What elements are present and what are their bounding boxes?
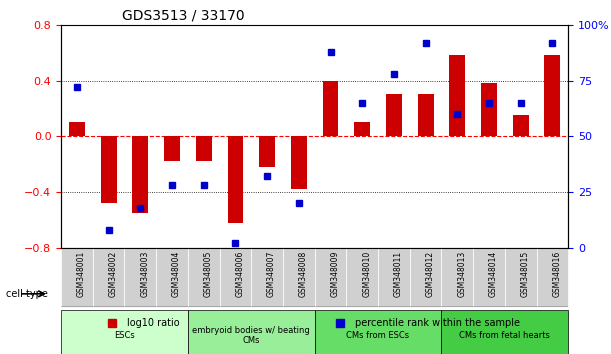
FancyBboxPatch shape [315, 310, 441, 354]
Text: GSM348001: GSM348001 [77, 251, 86, 297]
Bar [481, 83, 497, 136]
Bar [164, 136, 180, 161]
FancyBboxPatch shape [441, 310, 568, 354]
FancyBboxPatch shape [188, 310, 315, 354]
FancyBboxPatch shape [251, 248, 283, 307]
FancyBboxPatch shape [315, 248, 346, 307]
Text: log10 ratio: log10 ratio [127, 318, 180, 328]
Text: CMs from ESCs: CMs from ESCs [346, 331, 409, 340]
FancyBboxPatch shape [156, 248, 188, 307]
Text: GSM348008: GSM348008 [299, 251, 308, 297]
Text: GSM348014: GSM348014 [489, 251, 498, 297]
Bar [69, 122, 85, 136]
Text: GSM348002: GSM348002 [109, 251, 118, 297]
FancyBboxPatch shape [219, 248, 251, 307]
Bar [386, 95, 402, 136]
FancyBboxPatch shape [410, 248, 441, 307]
FancyBboxPatch shape [346, 248, 378, 307]
FancyBboxPatch shape [93, 248, 125, 307]
Bar [133, 136, 148, 213]
FancyBboxPatch shape [536, 248, 568, 307]
Text: GSM348006: GSM348006 [235, 251, 244, 297]
Text: GSM348015: GSM348015 [521, 251, 530, 297]
Text: GSM348011: GSM348011 [394, 251, 403, 297]
FancyBboxPatch shape [125, 248, 156, 307]
FancyBboxPatch shape [188, 248, 219, 307]
FancyBboxPatch shape [441, 248, 473, 307]
FancyBboxPatch shape [61, 310, 188, 354]
Bar [354, 122, 370, 136]
Text: percentile rank within the sample: percentile rank within the sample [355, 318, 520, 328]
Text: ESCs: ESCs [114, 331, 135, 340]
FancyBboxPatch shape [283, 248, 315, 307]
Text: GSM348016: GSM348016 [552, 251, 562, 297]
Text: GSM348010: GSM348010 [362, 251, 371, 297]
Bar [323, 81, 338, 136]
Bar [418, 95, 434, 136]
FancyBboxPatch shape [473, 248, 505, 307]
Bar [449, 56, 465, 136]
Bar [196, 136, 211, 161]
Text: GSM348013: GSM348013 [457, 251, 466, 297]
Text: CMs from fetal hearts: CMs from fetal hearts [459, 331, 551, 340]
Bar [259, 136, 275, 167]
Bar [101, 136, 117, 203]
Bar [513, 115, 529, 136]
Text: GSM348009: GSM348009 [331, 251, 340, 297]
Text: embryoid bodies w/ beating
CMs: embryoid bodies w/ beating CMs [192, 326, 310, 345]
Text: GSM348004: GSM348004 [172, 251, 181, 297]
FancyBboxPatch shape [505, 248, 536, 307]
Bar [291, 136, 307, 189]
FancyBboxPatch shape [61, 248, 93, 307]
Text: cell type: cell type [6, 289, 48, 299]
Text: GSM348007: GSM348007 [267, 251, 276, 297]
FancyBboxPatch shape [378, 248, 410, 307]
Text: GSM348012: GSM348012 [426, 251, 434, 297]
Text: GSM348005: GSM348005 [203, 251, 213, 297]
Bar [544, 56, 560, 136]
Text: GSM348003: GSM348003 [141, 251, 149, 297]
Bar [227, 136, 243, 223]
Text: GDS3513 / 33170: GDS3513 / 33170 [122, 8, 244, 22]
